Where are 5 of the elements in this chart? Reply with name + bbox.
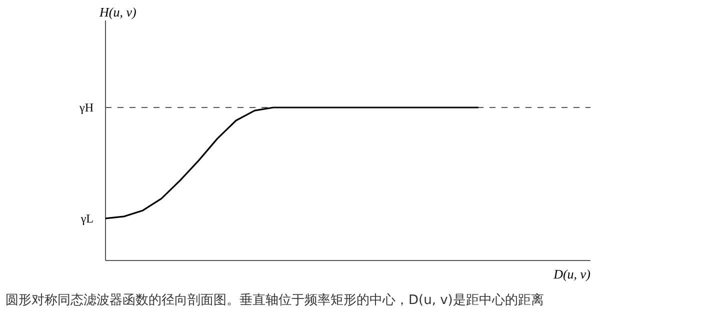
text: γL xyxy=(80,211,94,226)
text: 圆形对称同态滤波器函数的径向剖面图。垂直轴位于频率矩形的中心，D(u, v)是距中心的距离 xyxy=(6,292,544,308)
x-axis-title: D(u, v) xyxy=(552,266,590,282)
text: H(u, v) xyxy=(98,4,136,20)
ref-line-label: γH xyxy=(78,100,94,114)
